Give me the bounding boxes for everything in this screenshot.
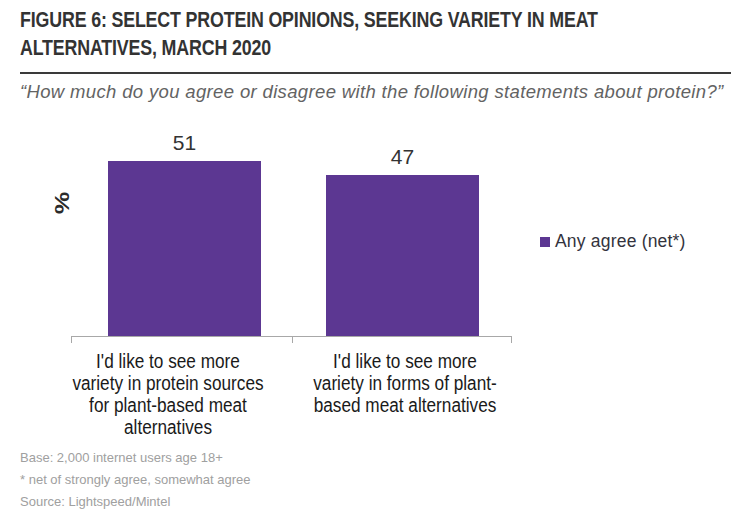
bar [326, 175, 479, 336]
footnote: Base: 2,000 internet users age 18+ [20, 450, 251, 465]
figure-page: FIGURE 6: SELECT PROTEIN OPINIONS, SEEKI… [0, 0, 749, 532]
legend-swatch [540, 237, 550, 247]
category-label: I'd like to see morevariety in forms of … [293, 350, 517, 416]
title-divider [20, 72, 731, 74]
survey-question: “How much do you agree or disagree with … [20, 81, 724, 103]
bar-value-label: 47 [391, 145, 414, 169]
axis-tick [511, 336, 512, 343]
axis-tick [292, 336, 293, 343]
bar-value-label: 51 [173, 131, 196, 155]
legend: Any agree (net*) [540, 231, 686, 252]
category-label: I'd like to see morevariety in protein s… [56, 350, 280, 438]
footnotes: Base: 2,000 internet users age 18+ * net … [20, 450, 251, 516]
figure-title: FIGURE 6: SELECT PROTEIN OPINIONS, SEEKI… [20, 6, 611, 62]
x-axis-line [71, 336, 512, 337]
legend-label: Any agree (net*) [555, 231, 686, 252]
footnote: * net of strongly agree, somewhat agree [20, 472, 251, 487]
bar [108, 161, 261, 336]
footnote: Source: Lightspeed/Mintel [20, 494, 251, 509]
axis-tick [71, 336, 72, 343]
y-axis-label: % [51, 192, 74, 214]
